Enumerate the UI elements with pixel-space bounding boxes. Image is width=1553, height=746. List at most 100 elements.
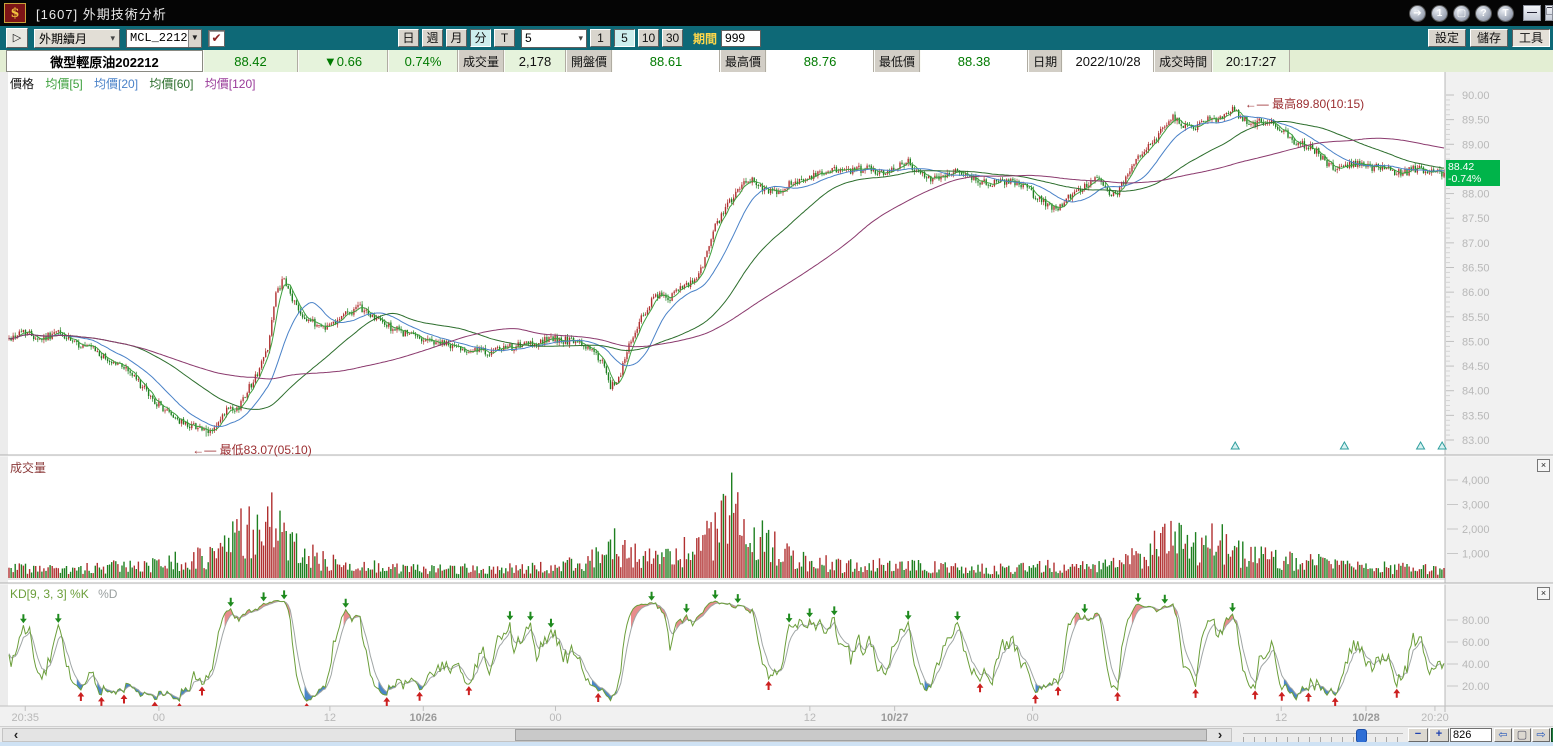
minimize-button[interactable]: — (1523, 5, 1541, 21)
ma-60 (8, 121, 1445, 410)
chart-canvas[interactable]: 83.00 83.50 84.00 84.50 85.00 85.50 86.00 86.50… (0, 72, 1553, 726)
layout-1-icon[interactable]: 1 (1431, 4, 1448, 22)
buy-arrow-icon (383, 697, 391, 706)
period-count-input[interactable] (721, 29, 762, 47)
buy-arrow-icon (151, 701, 159, 706)
symbol-combo[interactable]: MCL_2212 ▼ (126, 28, 202, 48)
sell-arrow-icon (342, 598, 350, 608)
x-axis-label: 20:35 (11, 712, 39, 724)
toolbar-right-buttons: 設定 儲存 工具 (1424, 29, 1550, 47)
volume-pane-close-icon[interactable]: × (1537, 459, 1550, 472)
svg-text:85.50: 85.50 (1462, 312, 1490, 324)
x-axis-label: 10/28 (1352, 712, 1380, 724)
toolbar: ▷ 外期續月 ▾ MCL_2212 ▼ ✔ 日 週 月 分 T 5 ▾ 1 5 … (0, 26, 1553, 50)
minute-5-button[interactable]: 5 (614, 29, 635, 47)
sell-arrow-icon (1161, 594, 1169, 604)
low-annotation: ←— 最低83.07(05:10) (192, 442, 312, 457)
sell-arrow-icon (260, 592, 267, 602)
sell-arrow-icon (527, 611, 534, 621)
scroll-left-icon[interactable]: ‹ (13, 727, 19, 742)
sell-arrow-icon (19, 614, 27, 624)
play-button[interactable]: ▷ (6, 28, 28, 48)
scroll-right-icon[interactable]: › (1217, 727, 1223, 742)
quote-bar: 微型輕原油202212 88.42 ▼0.66 0.74% 成交量 2,178 … (0, 50, 1553, 73)
buy-arrow-icon (1331, 697, 1339, 706)
last-price-tag: 88.42 -0.74% (1446, 159, 1500, 186)
session-caret-icon (1230, 440, 1241, 450)
buy-arrow-icon (1305, 692, 1312, 702)
date-value: 2022/10/28 (1062, 50, 1155, 72)
left-arrow-icon: ←— (192, 442, 217, 457)
trade-time-label: 成交時間 (1154, 50, 1213, 72)
kd-pane-close-icon[interactable]: × (1537, 587, 1550, 600)
x-axis-label: 00 (549, 712, 561, 724)
minute-10-button[interactable]: 10 (638, 29, 659, 47)
step-back-icon[interactable]: ⇦ (1494, 728, 1512, 742)
legend-ma120: 均價[120] (204, 77, 256, 91)
svg-text:90.00: 90.00 (1462, 90, 1490, 102)
chevron-down-icon: ▾ (578, 32, 583, 43)
redirect-icon[interactable]: ➔ (1409, 4, 1426, 22)
svg-text:80.00: 80.00 (1462, 615, 1490, 627)
buy-arrow-icon (98, 696, 105, 706)
zoom-slider[interactable] (1243, 729, 1403, 743)
symbol-dropdown-icon[interactable]: ▼ (187, 29, 201, 47)
legend-ma60: 均價[60] (149, 77, 194, 91)
minute-value: 5 (525, 31, 532, 45)
minute-1-button[interactable]: 1 (590, 29, 611, 47)
zoom-out-button[interactable]: − (1408, 728, 1428, 742)
tag-price: 88.42 (1448, 160, 1475, 173)
chart-scrollbar-thumb[interactable] (515, 729, 1207, 741)
price-change: ▼0.66 (298, 50, 388, 72)
zoom-in-button[interactable]: + (1429, 728, 1449, 742)
buy-arrow-icon (304, 703, 309, 706)
legend-ma20: 均價[20] (94, 77, 139, 91)
buy-arrow-icon (177, 702, 182, 706)
timeframe-month-button[interactable]: 月 (446, 29, 467, 47)
svg-text:4,000: 4,000 (1462, 475, 1490, 487)
settings-button[interactable]: 設定 (1428, 29, 1466, 47)
sell-arrow-icon (227, 597, 235, 607)
svg-text:89.50: 89.50 (1462, 115, 1490, 127)
new-window-icon[interactable]: ▢ (1453, 4, 1470, 22)
sell-arrow-icon (547, 618, 555, 628)
symbol-checkbox[interactable]: ✔ (208, 29, 225, 47)
svg-text:86.50: 86.50 (1462, 263, 1490, 275)
tag-icon[interactable]: T (1497, 4, 1514, 22)
contract-name: 微型輕原油202212 (6, 50, 203, 72)
kd-k-line (8, 599, 1445, 703)
svg-text:87.00: 87.00 (1462, 238, 1490, 250)
zoom-slider-thumb[interactable] (1356, 729, 1367, 743)
session-caret-icon (1437, 440, 1447, 450)
bar-count-input[interactable] (1450, 728, 1492, 742)
buy-arrow-icon (120, 694, 128, 704)
tools-button[interactable]: 工具 (1512, 29, 1550, 47)
timeframe-minute-button[interactable]: 分 (470, 29, 491, 47)
chart-scrollbar-track[interactable]: ‹ › (2, 728, 1232, 742)
timeframe-tick-button[interactable]: T (494, 29, 515, 47)
contract-type-dropdown[interactable]: 外期續月 ▾ (34, 28, 120, 48)
zoom-slider-ticks (1243, 737, 1403, 742)
high-annotation: ←— 最高89.80(10:15) (1244, 96, 1365, 111)
buy-arrow-icon (1251, 690, 1259, 700)
export-excel-icon[interactable]: X (1551, 728, 1553, 742)
help-icon[interactable]: ? (1475, 4, 1492, 22)
volume-pane-label: 成交量 (10, 461, 47, 475)
timeframe-day-button[interactable]: 日 (398, 29, 419, 47)
svg-text:1,000: 1,000 (1462, 549, 1490, 561)
buy-arrow-icon (765, 680, 772, 690)
buy-arrow-icon (1393, 688, 1401, 698)
timeframe-week-button[interactable]: 週 (422, 29, 443, 47)
step-forward-icon[interactable]: ⇨ (1532, 728, 1550, 742)
low-label: 最低價 (874, 50, 921, 72)
high-label: 最高價 (720, 50, 767, 72)
minute-30-button[interactable]: 30 (662, 29, 683, 47)
stop-icon[interactable]: ▢ (1513, 728, 1531, 742)
svg-text:83.50: 83.50 (1462, 410, 1490, 422)
minute-dropdown[interactable]: 5 ▾ (521, 28, 587, 48)
date-label: 日期 (1028, 50, 1063, 72)
maximize-button[interactable]: ❐ (1545, 5, 1553, 21)
save-button[interactable]: 儲存 (1470, 29, 1508, 47)
buy-arrow-icon (465, 686, 473, 696)
svg-text:20.00: 20.00 (1462, 681, 1490, 693)
